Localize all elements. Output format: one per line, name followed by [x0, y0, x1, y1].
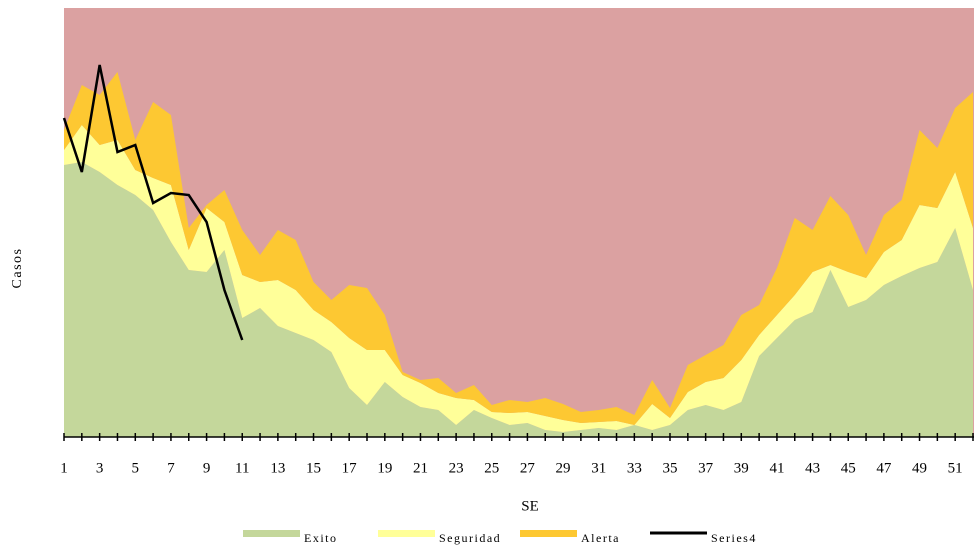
x-tick-label: 39 [734, 460, 749, 476]
x-tick-label: 51 [948, 460, 963, 476]
area-series [64, 125, 973, 432]
x-tick-label: 19 [377, 460, 392, 476]
x-tick-label: 43 [805, 460, 820, 476]
area-series [64, 72, 973, 425]
x-tick-label: 37 [698, 460, 714, 476]
x-tick-label: 23 [449, 460, 464, 476]
x-tick-label: 27 [520, 460, 536, 476]
x-tick-label: 41 [769, 460, 784, 476]
legend-label: Seguridad [439, 531, 501, 545]
x-tick-label: 1 [60, 460, 68, 476]
x-tick-label: 33 [627, 460, 642, 476]
legend-label: Series4 [711, 531, 757, 545]
area-series [64, 162, 973, 437]
legend-label: Alerta [581, 531, 620, 545]
x-tick-label: 7 [167, 460, 175, 476]
legend-swatch [243, 530, 300, 537]
legend-label: Exito [304, 531, 338, 545]
y-axis-label: Casos [10, 248, 25, 289]
x-tick-label: 21 [413, 460, 428, 476]
x-tick-label: 47 [876, 460, 892, 476]
line-series [62, 64, 244, 341]
x-tick-label: 35 [663, 460, 678, 476]
legend-swatch [520, 530, 577, 537]
x-tick-label: 13 [270, 460, 285, 476]
x-tick-label: 45 [841, 460, 856, 476]
x-tick-label: 11 [235, 460, 249, 476]
x-tick-label: 31 [591, 460, 606, 476]
x-axis-label: SE [521, 498, 539, 514]
x-tick-label: 25 [484, 460, 499, 476]
x-tick-label: 9 [203, 460, 211, 476]
x-tick-label: 17 [342, 460, 358, 476]
x-tick-label: 29 [556, 460, 571, 476]
x-tick-label: 3 [96, 460, 104, 476]
x-tick-label: 15 [306, 460, 321, 476]
x-tick-label: 5 [132, 460, 140, 476]
x-tick-label: 49 [912, 460, 927, 476]
legend-swatch [378, 530, 435, 537]
